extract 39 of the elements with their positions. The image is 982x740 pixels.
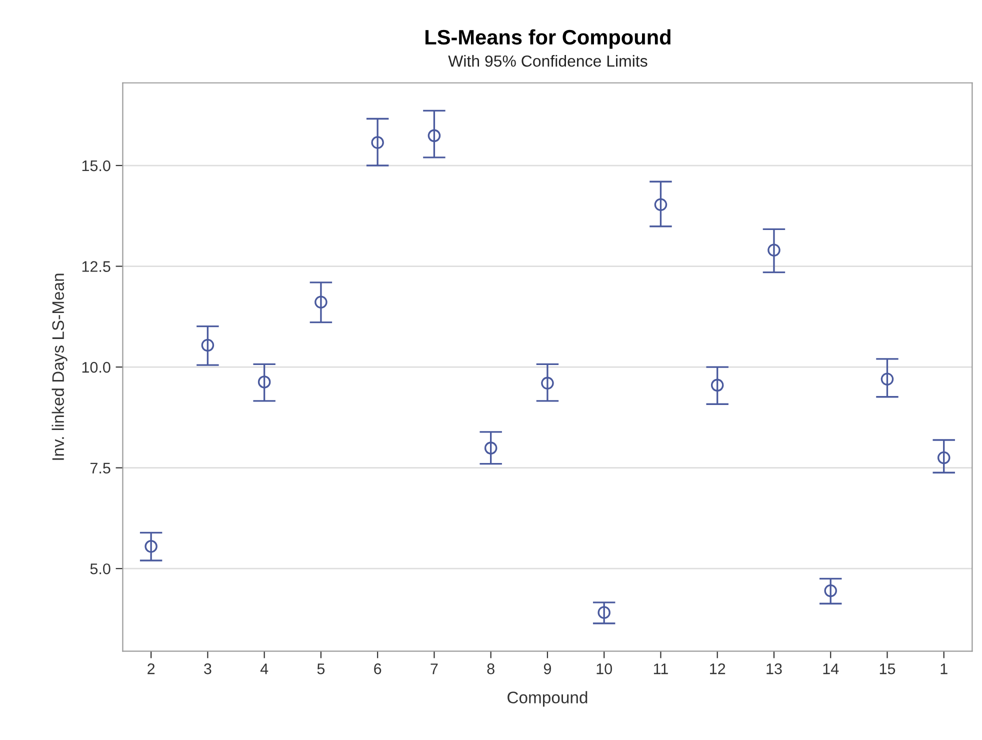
point [541, 376, 554, 390]
x-tick-label: 4 [260, 664, 268, 674]
x-tick-label: 9 [544, 663, 551, 674]
point [710, 378, 724, 392]
x-tick-label: 11 [654, 664, 668, 674]
y-tick-label: 10.0 [82, 362, 110, 373]
y-tick-label: 7.5 [90, 462, 110, 474]
point [484, 442, 498, 454]
x-tick-label: 2 [148, 663, 155, 674]
x-tick-label: 8 [487, 663, 494, 674]
point [880, 372, 894, 386]
x-axis-title: Compound [508, 691, 588, 707]
y-axis-title: Inv. linked Days LS-Mean [52, 274, 68, 460]
point [824, 584, 837, 598]
point [937, 451, 950, 464]
point [428, 129, 441, 142]
point [144, 540, 158, 553]
chart-subtitle: With 95% Confidence Limits [448, 55, 648, 67]
x-tick-label: 12 [710, 663, 726, 674]
point [201, 338, 214, 352]
x-tick-label: 10 [596, 663, 612, 674]
x-tick-label: 1 [940, 664, 948, 674]
x-tick-label: 7 [430, 664, 438, 674]
x-tick-label: 6 [374, 663, 382, 674]
x-tick-label: 13 [766, 663, 782, 674]
y-tick-label: 12.5 [82, 261, 110, 272]
y-tick-label: 5.0 [90, 563, 110, 574]
point [598, 606, 610, 619]
x-tick-label: 3 [204, 663, 212, 674]
point [371, 136, 384, 149]
point [258, 376, 271, 388]
x-tick-label: 15 [880, 664, 896, 674]
point [314, 296, 328, 309]
point [768, 244, 780, 257]
x-tick-label: 14 [823, 664, 839, 674]
x-tick-label: 5 [317, 664, 325, 674]
point [654, 198, 668, 211]
chart-title: LS-Means for Compound [426, 29, 670, 49]
y-tick-label: 15.0 [82, 160, 110, 172]
